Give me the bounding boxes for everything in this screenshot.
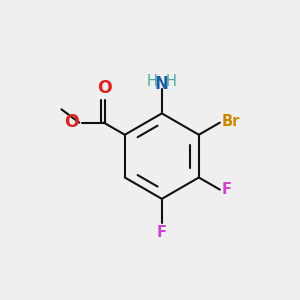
Text: H: H [166,74,177,89]
Text: O: O [97,79,111,97]
Text: F: F [157,225,167,240]
Text: O: O [64,113,79,131]
Text: N: N [155,75,169,93]
Text: Br: Br [221,114,240,129]
Text: H: H [147,74,158,89]
Text: F: F [221,182,232,197]
